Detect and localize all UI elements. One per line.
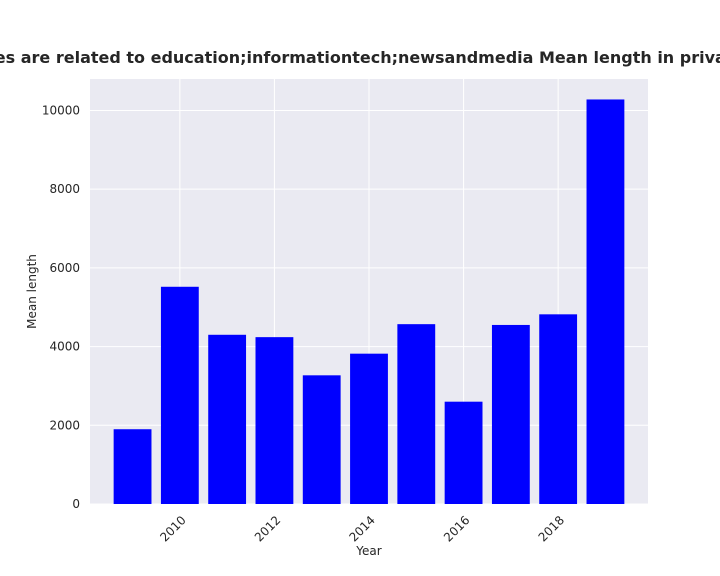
- x-tick-label: 2012: [252, 513, 283, 544]
- x-tick-label: 2010: [157, 513, 188, 544]
- bar: [491, 324, 530, 504]
- y-tick-label: 6000: [49, 261, 80, 275]
- bar: [539, 314, 578, 504]
- y-tick-labels: 0 2000 4000 6000 8000 10000: [42, 103, 80, 511]
- bar: [444, 401, 483, 504]
- x-tick-label: 2014: [346, 513, 377, 544]
- x-axis-label: Year: [355, 544, 381, 558]
- y-tick-label: 4000: [49, 340, 80, 354]
- chart-title: Categories are related to education;info…: [0, 48, 720, 67]
- bar: [160, 286, 199, 504]
- bar: [350, 353, 388, 504]
- y-tick-label: 2000: [49, 418, 80, 432]
- bar: [255, 337, 294, 504]
- bar: [586, 99, 625, 505]
- bar: [208, 334, 247, 504]
- x-tick-labels: 2010 2012 2014 2016 2018: [157, 513, 567, 544]
- bar: [302, 375, 341, 504]
- y-tick-label: 8000: [49, 182, 80, 196]
- bars: [113, 99, 625, 505]
- y-axis-label: Mean length: [25, 254, 39, 329]
- bar: [397, 324, 436, 504]
- y-tick-label: 0: [72, 497, 80, 511]
- y-tick-label: 10000: [42, 103, 80, 117]
- x-tick-label: 2016: [441, 513, 472, 544]
- bar: [113, 429, 152, 504]
- x-tick-label: 2018: [536, 513, 567, 544]
